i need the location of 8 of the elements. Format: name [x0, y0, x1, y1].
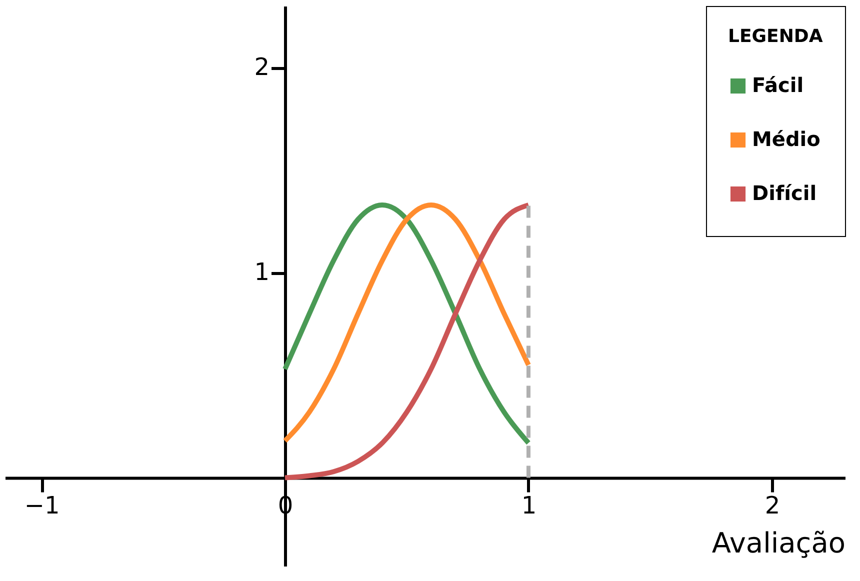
legend-label: Médio: [752, 127, 820, 151]
x-axis-title: Avaliação: [712, 526, 846, 560]
x-tick-label: −1: [24, 491, 60, 520]
legend-label: Difícil: [752, 181, 817, 205]
legend-label: Fácil: [752, 73, 804, 97]
x-tick-label: 2: [764, 491, 780, 520]
x-tick-label: 1: [521, 491, 537, 520]
legend-title: LEGENDA: [728, 26, 823, 47]
